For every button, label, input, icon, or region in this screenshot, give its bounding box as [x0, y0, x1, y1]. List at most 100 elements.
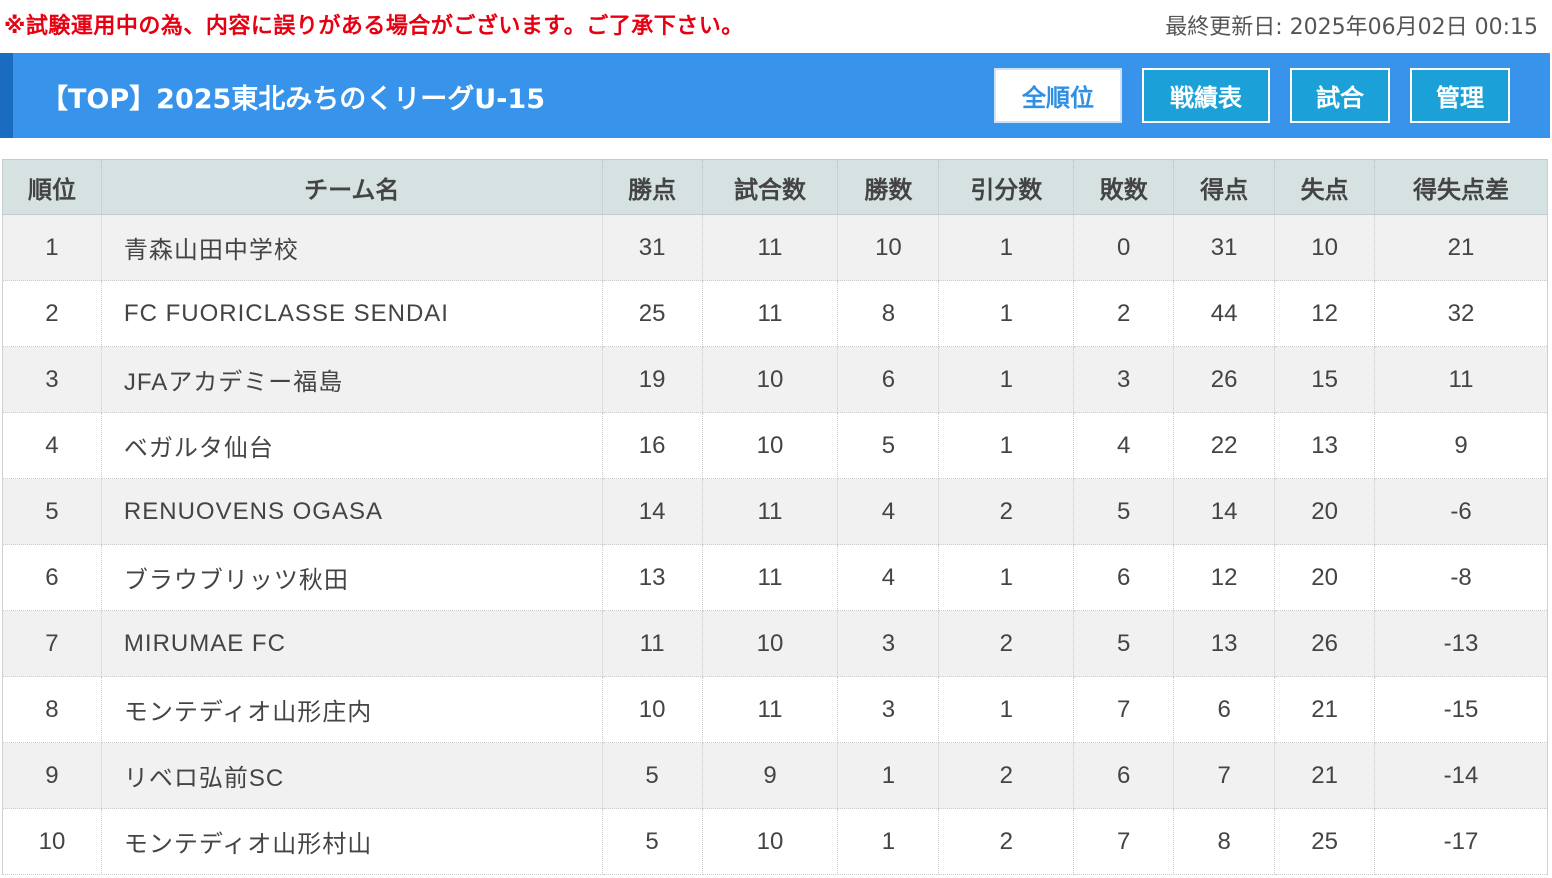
rank-cell: 2 [2, 280, 102, 347]
losses-cell: 0 [1073, 214, 1175, 281]
goal-difference-cell: -14 [1374, 742, 1548, 809]
column-header-rank[interactable]: 順位 [2, 159, 102, 215]
admin-button[interactable]: 管理 [1410, 68, 1510, 123]
goals-for-cell: 22 [1173, 412, 1276, 479]
losses-cell: 4 [1073, 412, 1175, 479]
standings-button[interactable]: 全順位 [994, 68, 1122, 123]
goals-for-cell: 6 [1173, 676, 1276, 743]
goal-difference-cell: -8 [1374, 544, 1548, 611]
rank-cell: 8 [2, 676, 102, 743]
losses-cell: 6 [1073, 544, 1175, 611]
table-row: 5 RENUOVENS OGASA 14 11 4 2 5 14 20 -6 [2, 478, 1548, 545]
goal-difference-cell: 11 [1374, 346, 1548, 413]
played-cell: 11 [702, 544, 839, 611]
points-cell: 5 [602, 808, 703, 875]
column-header-wins[interactable]: 勝数 [837, 159, 940, 215]
losses-cell: 2 [1073, 280, 1175, 347]
rank-cell: 6 [2, 544, 102, 611]
losses-cell: 7 [1073, 676, 1175, 743]
draws-cell: 1 [938, 412, 1075, 479]
top-bar: ※試験運用中の為、内容に誤りがある場合がございます。ご了承下さい。 最終更新日:… [0, 0, 1552, 52]
table-row: 9 リベロ弘前SC 5 9 1 2 6 7 21 -14 [2, 742, 1548, 809]
matches-button[interactable]: 試合 [1290, 68, 1390, 123]
goals-for-cell: 8 [1173, 808, 1276, 875]
table-header-row: 順位 チーム名 勝点 試合数 勝数 引分数 敗数 得点 失点 得失点差 [2, 159, 1548, 215]
table-row: 7 MIRUMAE FC 11 10 3 2 5 13 26 -13 [2, 610, 1548, 677]
goals-against-cell: 26 [1274, 610, 1376, 677]
played-cell: 11 [702, 214, 839, 281]
goals-against-cell: 21 [1274, 742, 1376, 809]
trial-notice: ※試験運用中の為、内容に誤りがある場合がございます。ご了承下さい。 [4, 14, 744, 39]
team-name-cell[interactable]: FC FUORICLASSE SENDAI [101, 280, 603, 347]
league-header: 【TOP】2025東北みちのくリーグU-15 全順位 戦績表 試合 管理 [0, 53, 1550, 138]
results-table-button[interactable]: 戦績表 [1142, 68, 1270, 123]
column-header-goal-difference[interactable]: 得失点差 [1374, 159, 1548, 215]
draws-cell: 1 [938, 544, 1075, 611]
column-header-team[interactable]: チーム名 [101, 159, 603, 215]
column-header-played[interactable]: 試合数 [702, 159, 839, 215]
team-name-cell[interactable]: 青森山田中学校 [101, 214, 603, 281]
played-cell: 10 [702, 346, 839, 413]
team-name-cell[interactable]: ベガルタ仙台 [101, 412, 603, 479]
losses-cell: 3 [1073, 346, 1175, 413]
draws-cell: 2 [938, 478, 1075, 545]
goals-against-cell: 21 [1274, 676, 1376, 743]
wins-cell: 1 [837, 808, 940, 875]
goal-difference-cell: 9 [1374, 412, 1548, 479]
table-row: 3 JFAアカデミー福島 19 10 6 1 3 26 15 11 [2, 346, 1548, 413]
played-cell: 11 [702, 676, 839, 743]
losses-cell: 7 [1073, 808, 1175, 875]
points-cell: 16 [602, 412, 703, 479]
team-name-cell[interactable]: モンテディオ山形村山 [101, 808, 603, 875]
points-cell: 11 [602, 610, 703, 677]
column-header-losses[interactable]: 敗数 [1073, 159, 1175, 215]
rank-cell: 3 [2, 346, 102, 413]
team-name-cell[interactable]: RENUOVENS OGASA [101, 478, 603, 545]
team-name-cell[interactable]: リベロ弘前SC [101, 742, 603, 809]
wins-cell: 10 [837, 214, 940, 281]
played-cell: 9 [702, 742, 839, 809]
last-updated: 最終更新日: 2025年06月02日 00:15 [1165, 15, 1538, 40]
goal-difference-cell: 21 [1374, 214, 1548, 281]
wins-cell: 4 [837, 478, 940, 545]
standings-table: 順位 チーム名 勝点 試合数 勝数 引分数 敗数 得点 失点 得失点差 1 青森… [2, 159, 1548, 875]
points-cell: 10 [602, 676, 703, 743]
column-header-goals-for[interactable]: 得点 [1173, 159, 1276, 215]
table-row: 10 モンテディオ山形村山 5 10 1 2 7 8 25 -17 [2, 808, 1548, 875]
played-cell: 11 [702, 280, 839, 347]
draws-cell: 1 [938, 280, 1075, 347]
league-title: 【TOP】2025東北みちのくリーグU-15 [41, 84, 546, 115]
points-cell: 14 [602, 478, 703, 545]
goals-for-cell: 14 [1173, 478, 1276, 545]
wins-cell: 1 [837, 742, 940, 809]
played-cell: 11 [702, 478, 839, 545]
table-row: 1 青森山田中学校 31 11 10 1 0 31 10 21 [2, 214, 1548, 281]
played-cell: 10 [702, 808, 839, 875]
rank-cell: 4 [2, 412, 102, 479]
goals-against-cell: 25 [1274, 808, 1376, 875]
team-name-cell[interactable]: JFAアカデミー福島 [101, 346, 603, 413]
rank-cell: 1 [2, 214, 102, 281]
wins-cell: 3 [837, 610, 940, 677]
table-row: 6 ブラウブリッツ秋田 13 11 4 1 6 12 20 -8 [2, 544, 1548, 611]
goals-against-cell: 12 [1274, 280, 1376, 347]
table-row: 2 FC FUORICLASSE SENDAI 25 11 8 1 2 44 1… [2, 280, 1548, 347]
goals-for-cell: 7 [1173, 742, 1276, 809]
goals-for-cell: 12 [1173, 544, 1276, 611]
team-name-cell[interactable]: ブラウブリッツ秋田 [101, 544, 603, 611]
team-name-cell[interactable]: MIRUMAE FC [101, 610, 603, 677]
column-header-points[interactable]: 勝点 [602, 159, 703, 215]
draws-cell: 2 [938, 808, 1075, 875]
column-header-goals-against[interactable]: 失点 [1274, 159, 1376, 215]
losses-cell: 6 [1073, 742, 1175, 809]
goals-for-cell: 31 [1173, 214, 1276, 281]
goal-difference-cell: -13 [1374, 610, 1548, 677]
draws-cell: 2 [938, 742, 1075, 809]
column-header-draws[interactable]: 引分数 [938, 159, 1075, 215]
team-name-cell[interactable]: モンテディオ山形庄内 [101, 676, 603, 743]
table-row: 8 モンテディオ山形庄内 10 11 3 1 7 6 21 -15 [2, 676, 1548, 743]
goals-against-cell: 20 [1274, 478, 1376, 545]
points-cell: 19 [602, 346, 703, 413]
wins-cell: 3 [837, 676, 940, 743]
draws-cell: 1 [938, 214, 1075, 281]
